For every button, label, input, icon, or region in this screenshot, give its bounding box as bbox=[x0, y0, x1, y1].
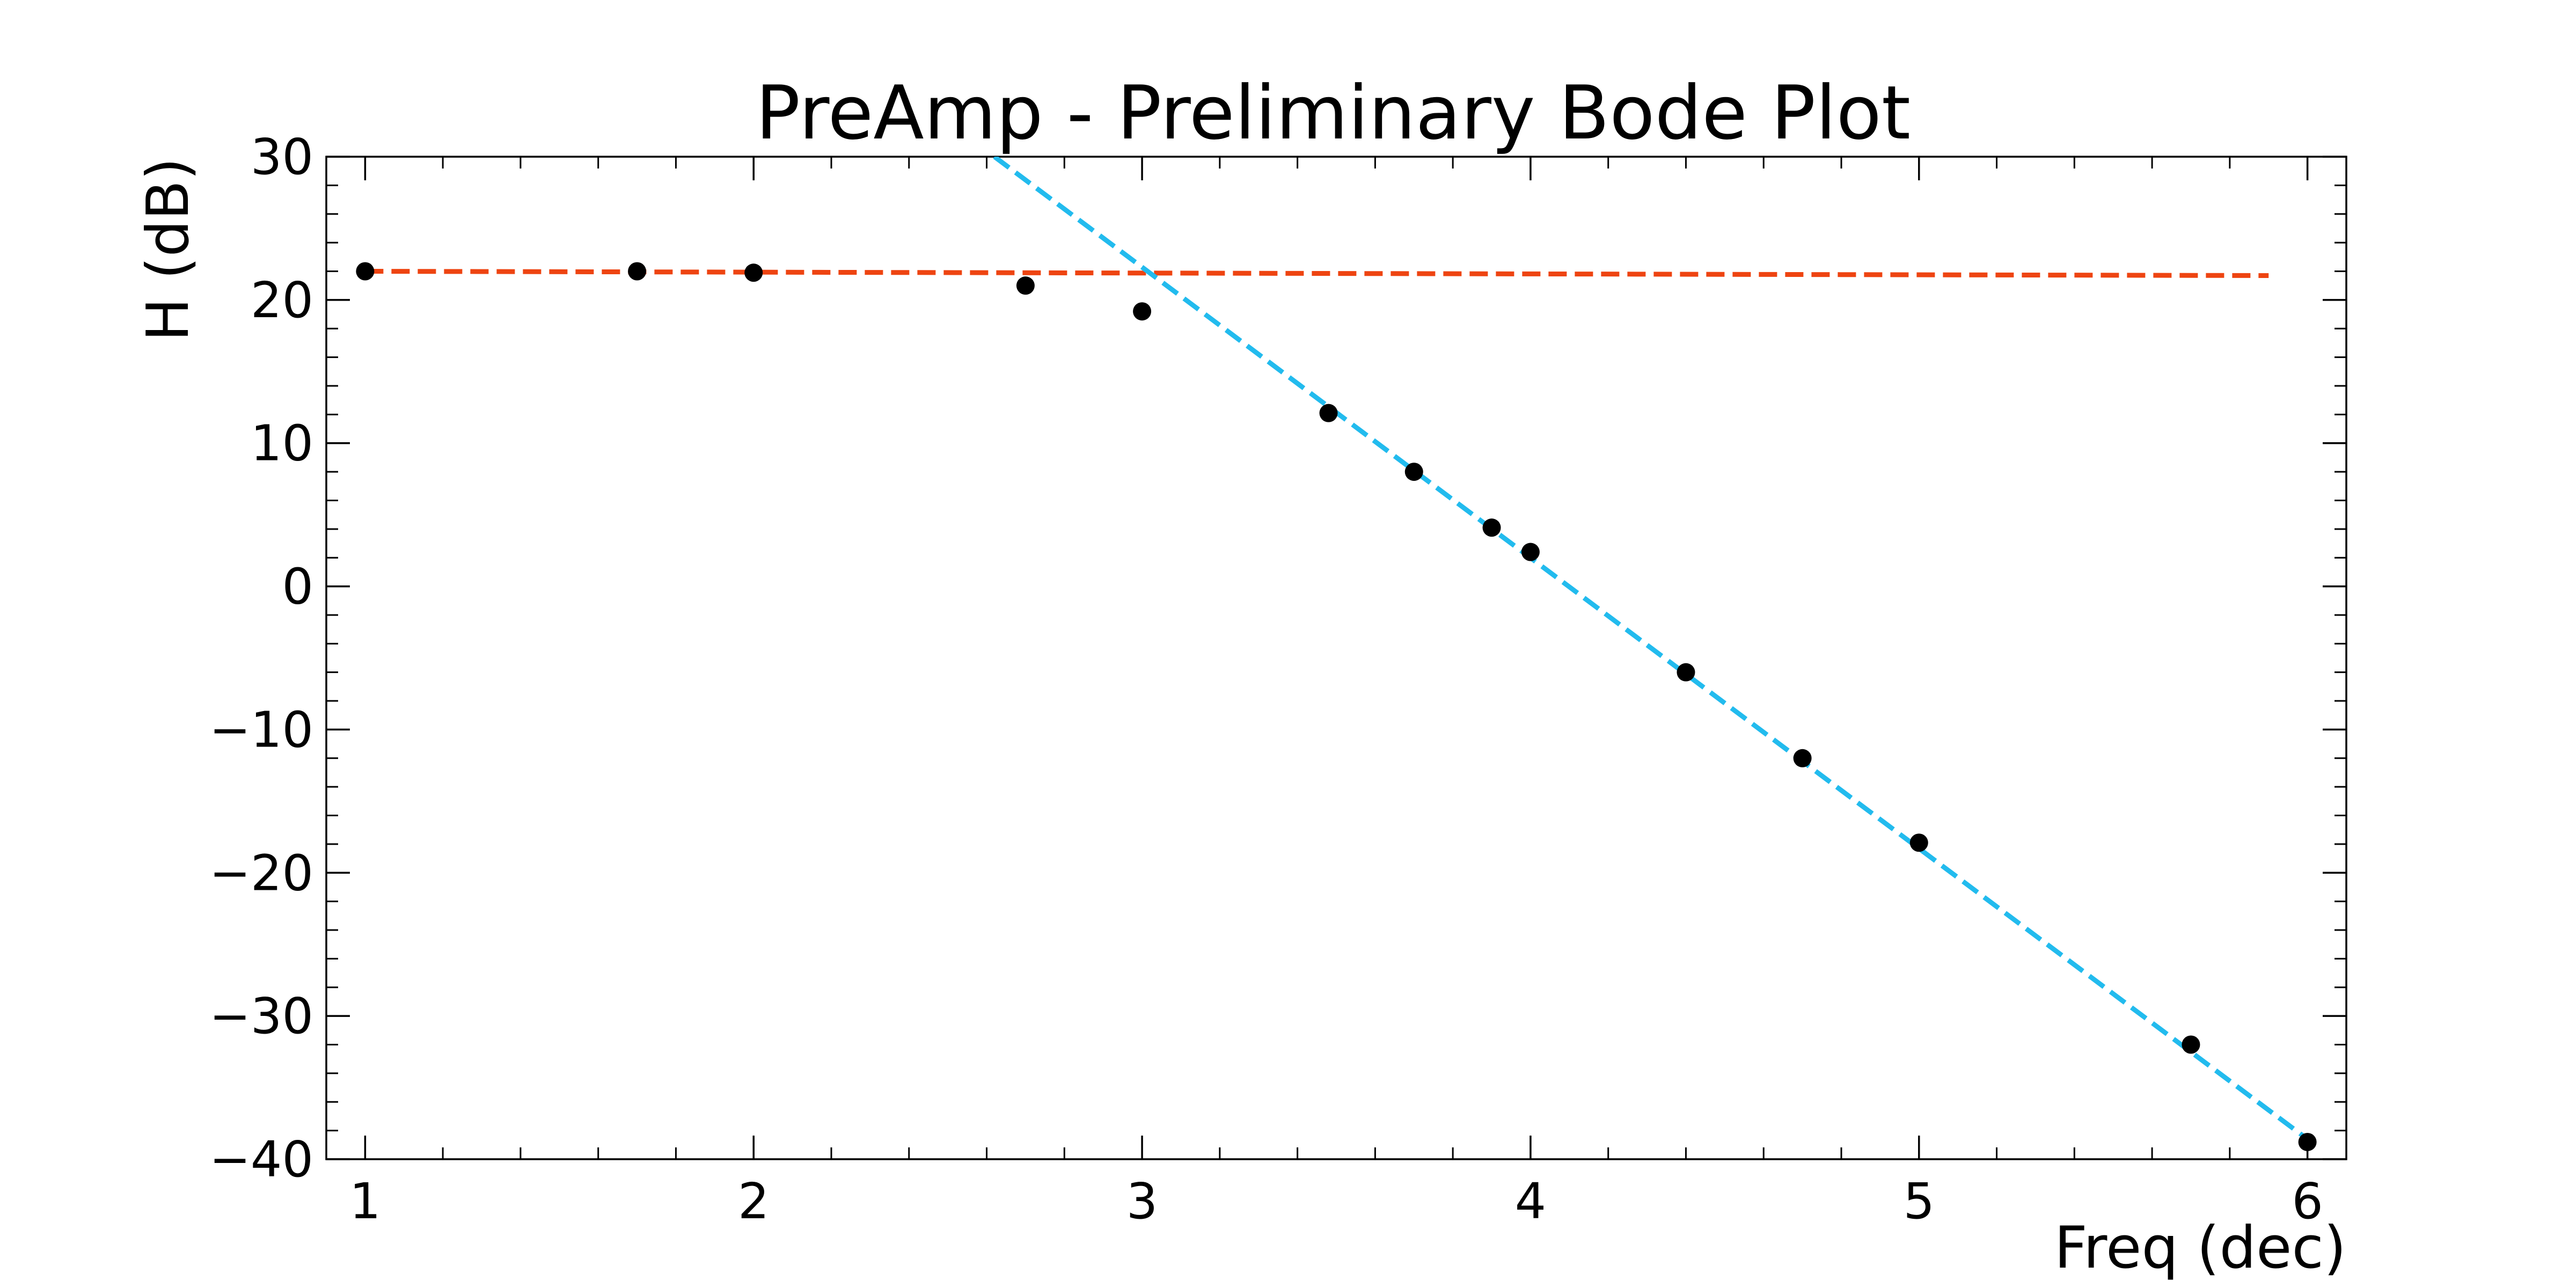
x-tick-label: 6 bbox=[2292, 1173, 2323, 1230]
plot-area: 1 2 3 4 5 6 −40 −30 −20 −10 0 10 20 30 bbox=[209, 128, 2347, 1230]
x-axis-label: Freq (dec) bbox=[2054, 1214, 2346, 1282]
rolloff-fit-line bbox=[993, 157, 2309, 1141]
data-point bbox=[1133, 302, 1152, 321]
y-tick-label: −40 bbox=[209, 1131, 313, 1188]
passband-fit-line bbox=[365, 268, 2269, 278]
y-tick-label: 20 bbox=[251, 272, 313, 329]
data-point bbox=[2298, 1132, 2317, 1151]
data-point bbox=[1404, 463, 1423, 481]
data-point bbox=[356, 262, 375, 281]
data-point bbox=[1677, 663, 1695, 682]
y-axis-label: H (dB) bbox=[135, 158, 202, 341]
y-tick-label: −30 bbox=[209, 987, 313, 1045]
y-tick-label: 0 bbox=[282, 558, 313, 616]
data-point bbox=[1482, 518, 1501, 537]
data-point bbox=[1909, 833, 1928, 852]
x-tick-label: 3 bbox=[1126, 1173, 1158, 1230]
data-point bbox=[628, 262, 647, 281]
y-tick-label: −10 bbox=[209, 701, 313, 758]
x-tick-label: 2 bbox=[738, 1173, 770, 1230]
data-point bbox=[1793, 749, 1812, 767]
y-tick-label: −20 bbox=[209, 844, 313, 902]
x-tick-label: 1 bbox=[349, 1173, 381, 1230]
x-tick-label: 5 bbox=[1903, 1173, 1935, 1230]
data-point bbox=[1521, 543, 1540, 561]
data-point bbox=[744, 264, 763, 282]
data-point bbox=[2182, 1035, 2200, 1054]
chart-title: PreAmp - Preliminary Bode Plot bbox=[756, 70, 1911, 156]
y-tick-label: 30 bbox=[251, 128, 313, 186]
x-tick-label: 4 bbox=[1515, 1173, 1547, 1230]
plot-frame bbox=[325, 156, 2347, 1160]
data-point bbox=[1319, 404, 1338, 422]
plot-data-clipped bbox=[356, 157, 2317, 1151]
data-point bbox=[1016, 276, 1035, 295]
y-tick-label: 10 bbox=[251, 415, 313, 472]
